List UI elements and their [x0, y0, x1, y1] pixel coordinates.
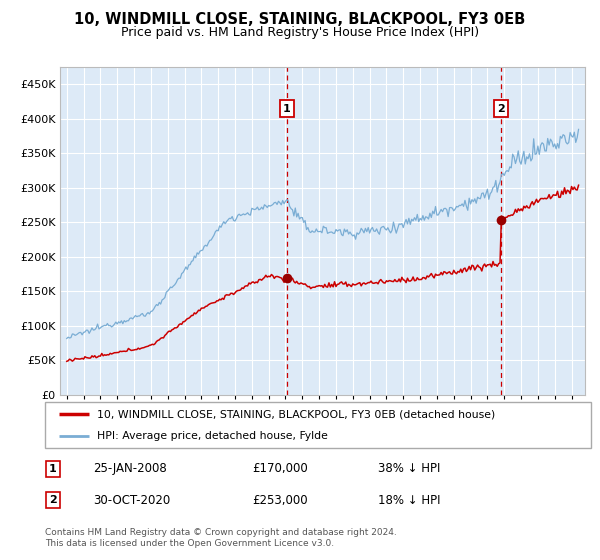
Text: Contains HM Land Registry data © Crown copyright and database right 2024.: Contains HM Land Registry data © Crown c…	[45, 528, 397, 536]
Text: 25-JAN-2008: 25-JAN-2008	[93, 462, 167, 475]
Text: 10, WINDMILL CLOSE, STAINING, BLACKPOOL, FY3 0EB: 10, WINDMILL CLOSE, STAINING, BLACKPOOL,…	[74, 12, 526, 27]
Text: 30-OCT-2020: 30-OCT-2020	[93, 493, 170, 507]
Text: 2: 2	[49, 495, 56, 505]
Text: 38% ↓ HPI: 38% ↓ HPI	[378, 462, 440, 475]
Text: 1: 1	[283, 104, 290, 114]
Text: Price paid vs. HM Land Registry's House Price Index (HPI): Price paid vs. HM Land Registry's House …	[121, 26, 479, 39]
Text: £170,000: £170,000	[252, 462, 308, 475]
Text: 18% ↓ HPI: 18% ↓ HPI	[378, 493, 440, 507]
Text: HPI: Average price, detached house, Fylde: HPI: Average price, detached house, Fyld…	[97, 431, 328, 441]
Text: 2: 2	[497, 104, 505, 114]
Text: 1: 1	[49, 464, 56, 474]
Text: £253,000: £253,000	[252, 493, 308, 507]
Text: 10, WINDMILL CLOSE, STAINING, BLACKPOOL, FY3 0EB (detached house): 10, WINDMILL CLOSE, STAINING, BLACKPOOL,…	[97, 409, 495, 419]
Text: This data is licensed under the Open Government Licence v3.0.: This data is licensed under the Open Gov…	[45, 539, 334, 548]
